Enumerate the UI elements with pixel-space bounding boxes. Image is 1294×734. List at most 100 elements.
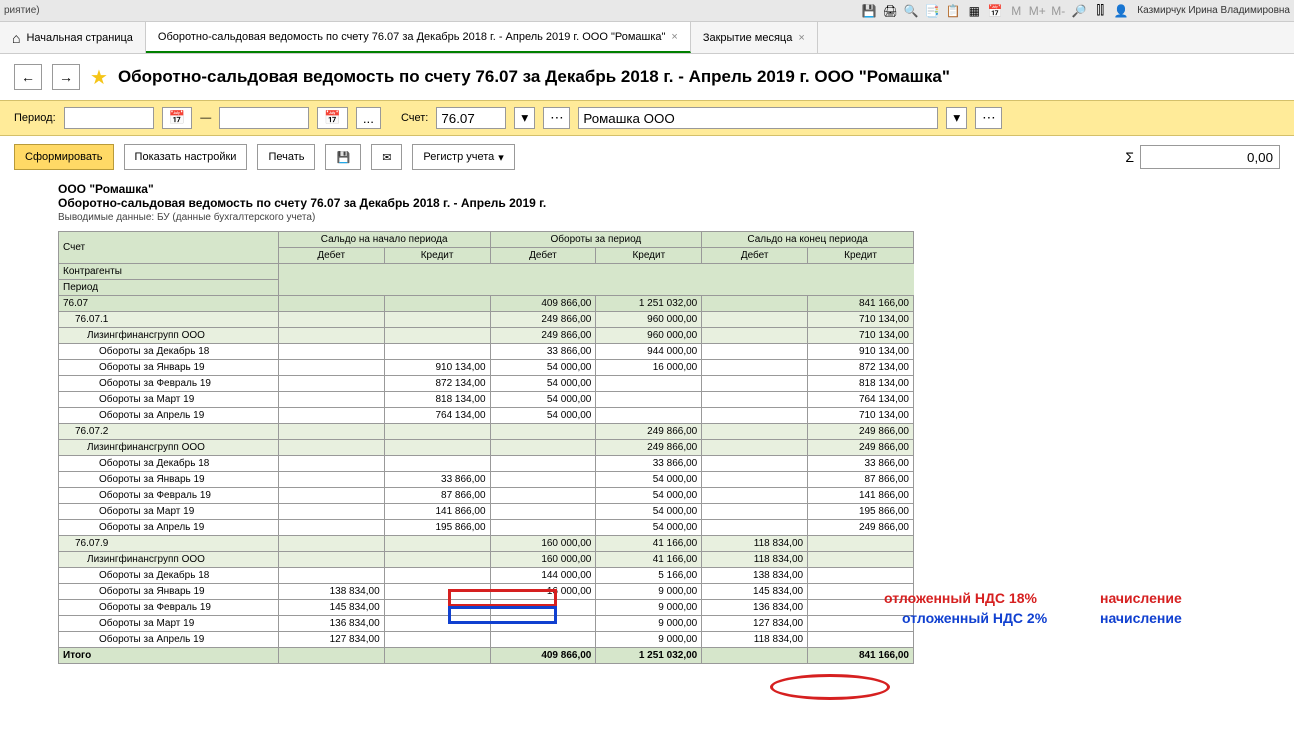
cell-c1 [384, 440, 490, 456]
cell-c3: 710 134,00 [808, 408, 914, 424]
cell-d2: 54 000,00 [490, 408, 596, 424]
cell-d3 [702, 408, 808, 424]
cell-c1: 87 866,00 [384, 488, 490, 504]
copy-icon[interactable]: 📋 [944, 3, 962, 19]
highlight-blue-box [448, 606, 557, 624]
cell-d2 [490, 488, 596, 504]
cell-d3 [702, 312, 808, 328]
cell-c1 [384, 344, 490, 360]
cell-c2: 960 000,00 [596, 312, 702, 328]
org-dropdown-button[interactable]: ▾ [946, 107, 967, 129]
cell-d3 [702, 296, 808, 312]
back-button[interactable]: ← [14, 64, 42, 90]
calendar-icon[interactable]: 📅 [986, 3, 1004, 19]
cell-d3: 118 834,00 [702, 536, 808, 552]
period-to-calendar-button[interactable]: 📅 [317, 107, 348, 129]
zoom-icon[interactable]: 🔎 [1070, 3, 1088, 19]
row-name: Обороты за Январь 19 [59, 584, 279, 600]
save-icon[interactable]: 💾 [860, 3, 878, 19]
row-name: Обороты за Апрель 19 [59, 520, 279, 536]
forward-button[interactable]: → [52, 64, 80, 90]
cell-d1 [278, 344, 384, 360]
m-plus-icon[interactable]: M+ [1028, 3, 1046, 19]
cell-d3 [702, 328, 808, 344]
favorite-star-icon[interactable]: ★ [90, 65, 108, 90]
save-as-button[interactable]: 💾 [325, 144, 361, 170]
cell-d1 [278, 360, 384, 376]
cell-c2: 9 000,00 [596, 632, 702, 648]
close-icon[interactable]: × [798, 32, 804, 44]
cell-d3: 138 834,00 [702, 568, 808, 584]
cell-d2: 160 000,00 [490, 552, 596, 568]
cell-c1 [384, 632, 490, 648]
cell-c1 [384, 312, 490, 328]
cell-d1 [278, 392, 384, 408]
period-more-button[interactable]: ... [356, 107, 381, 129]
cell-d3: 145 834,00 [702, 584, 808, 600]
tab-report[interactable]: Оборотно-сальдовая ведомость по счету 76… [146, 22, 691, 53]
sum-input[interactable] [1140, 145, 1280, 169]
col-turnover: Обороты за период [490, 232, 702, 248]
cell-c2 [596, 408, 702, 424]
account-select-button[interactable]: ⋯ [543, 107, 570, 129]
row-name: Обороты за Февраль 19 [59, 600, 279, 616]
cell-c3 [808, 568, 914, 584]
annotation-blue-vat2: отложенный НДС 2% [902, 610, 1047, 626]
cell-c3: 249 866,00 [808, 440, 914, 456]
cell-c2: 960 000,00 [596, 328, 702, 344]
close-icon[interactable]: × [671, 31, 677, 43]
period-from-calendar-button[interactable]: 📅 [162, 107, 193, 129]
cell-d3: 136 834,00 [702, 600, 808, 616]
register-button[interactable]: Регистр учета ▾ [412, 144, 514, 170]
col-account: Счет [59, 232, 279, 264]
m-minus-icon[interactable]: M- [1049, 3, 1067, 19]
cell-d2: 249 866,00 [490, 328, 596, 344]
report-company: ООО "Ромашка" [58, 182, 1280, 196]
col-contragent: Контрагенты [59, 264, 279, 280]
cell-d1 [278, 456, 384, 472]
cell-c3: 872 134,00 [808, 360, 914, 376]
form-button[interactable]: Сформировать [14, 144, 114, 170]
cell-d1 [278, 328, 384, 344]
print-button[interactable]: Печать [257, 144, 315, 170]
m-icon[interactable]: M [1007, 3, 1025, 19]
cell-c3 [808, 552, 914, 568]
tab-home[interactable]: ⌂ Начальная страница [0, 22, 146, 53]
row-name: Лизингфинансгрупп ООО [59, 440, 279, 456]
total-c3: 841 166,00 [808, 648, 914, 664]
email-button[interactable]: ✉ [371, 144, 402, 170]
show-settings-button[interactable]: Показать настройки [124, 144, 248, 170]
cell-c2: 1 251 032,00 [596, 296, 702, 312]
tab-label: Начальная страница [26, 32, 132, 44]
cell-d2: 54 000,00 [490, 360, 596, 376]
cell-d1 [278, 296, 384, 312]
org-select-button[interactable]: ⋯ [975, 107, 1002, 129]
row-name: Обороты за Апрель 19 [59, 408, 279, 424]
cell-d2 [490, 440, 596, 456]
cell-c2 [596, 376, 702, 392]
preview-icon[interactable]: 🔍 [902, 3, 920, 19]
row-name: Обороты за Апрель 19 [59, 632, 279, 648]
cell-d1 [278, 488, 384, 504]
cell-c1 [384, 552, 490, 568]
cell-d2: 144 000,00 [490, 568, 596, 584]
cell-c3: 764 134,00 [808, 392, 914, 408]
account-dropdown-button[interactable]: ▾ [514, 107, 535, 129]
cell-d1 [278, 472, 384, 488]
cell-c2: 249 866,00 [596, 424, 702, 440]
col-saldo-end: Сальдо на конец периода [702, 232, 914, 248]
cell-d3 [702, 360, 808, 376]
period-from-input[interactable] [64, 107, 154, 129]
period-to-input[interactable] [219, 107, 309, 129]
org-input[interactable] [578, 107, 938, 129]
row-name: 76.07.9 [59, 536, 279, 552]
print-icon[interactable]: 🖨 [881, 3, 899, 19]
account-input[interactable] [436, 107, 506, 129]
panels-icon[interactable]: ⫿⫿ [1091, 3, 1109, 19]
total-d2: 409 866,00 [490, 648, 596, 664]
report-title: Оборотно-сальдовая ведомость по счету 76… [58, 196, 1280, 210]
compare-icon[interactable]: 📑 [923, 3, 941, 19]
col-saldo-start: Сальдо на начало периода [278, 232, 490, 248]
tab-close-month[interactable]: Закрытие месяца × [691, 22, 818, 53]
table-icon[interactable]: ▦ [965, 3, 983, 19]
